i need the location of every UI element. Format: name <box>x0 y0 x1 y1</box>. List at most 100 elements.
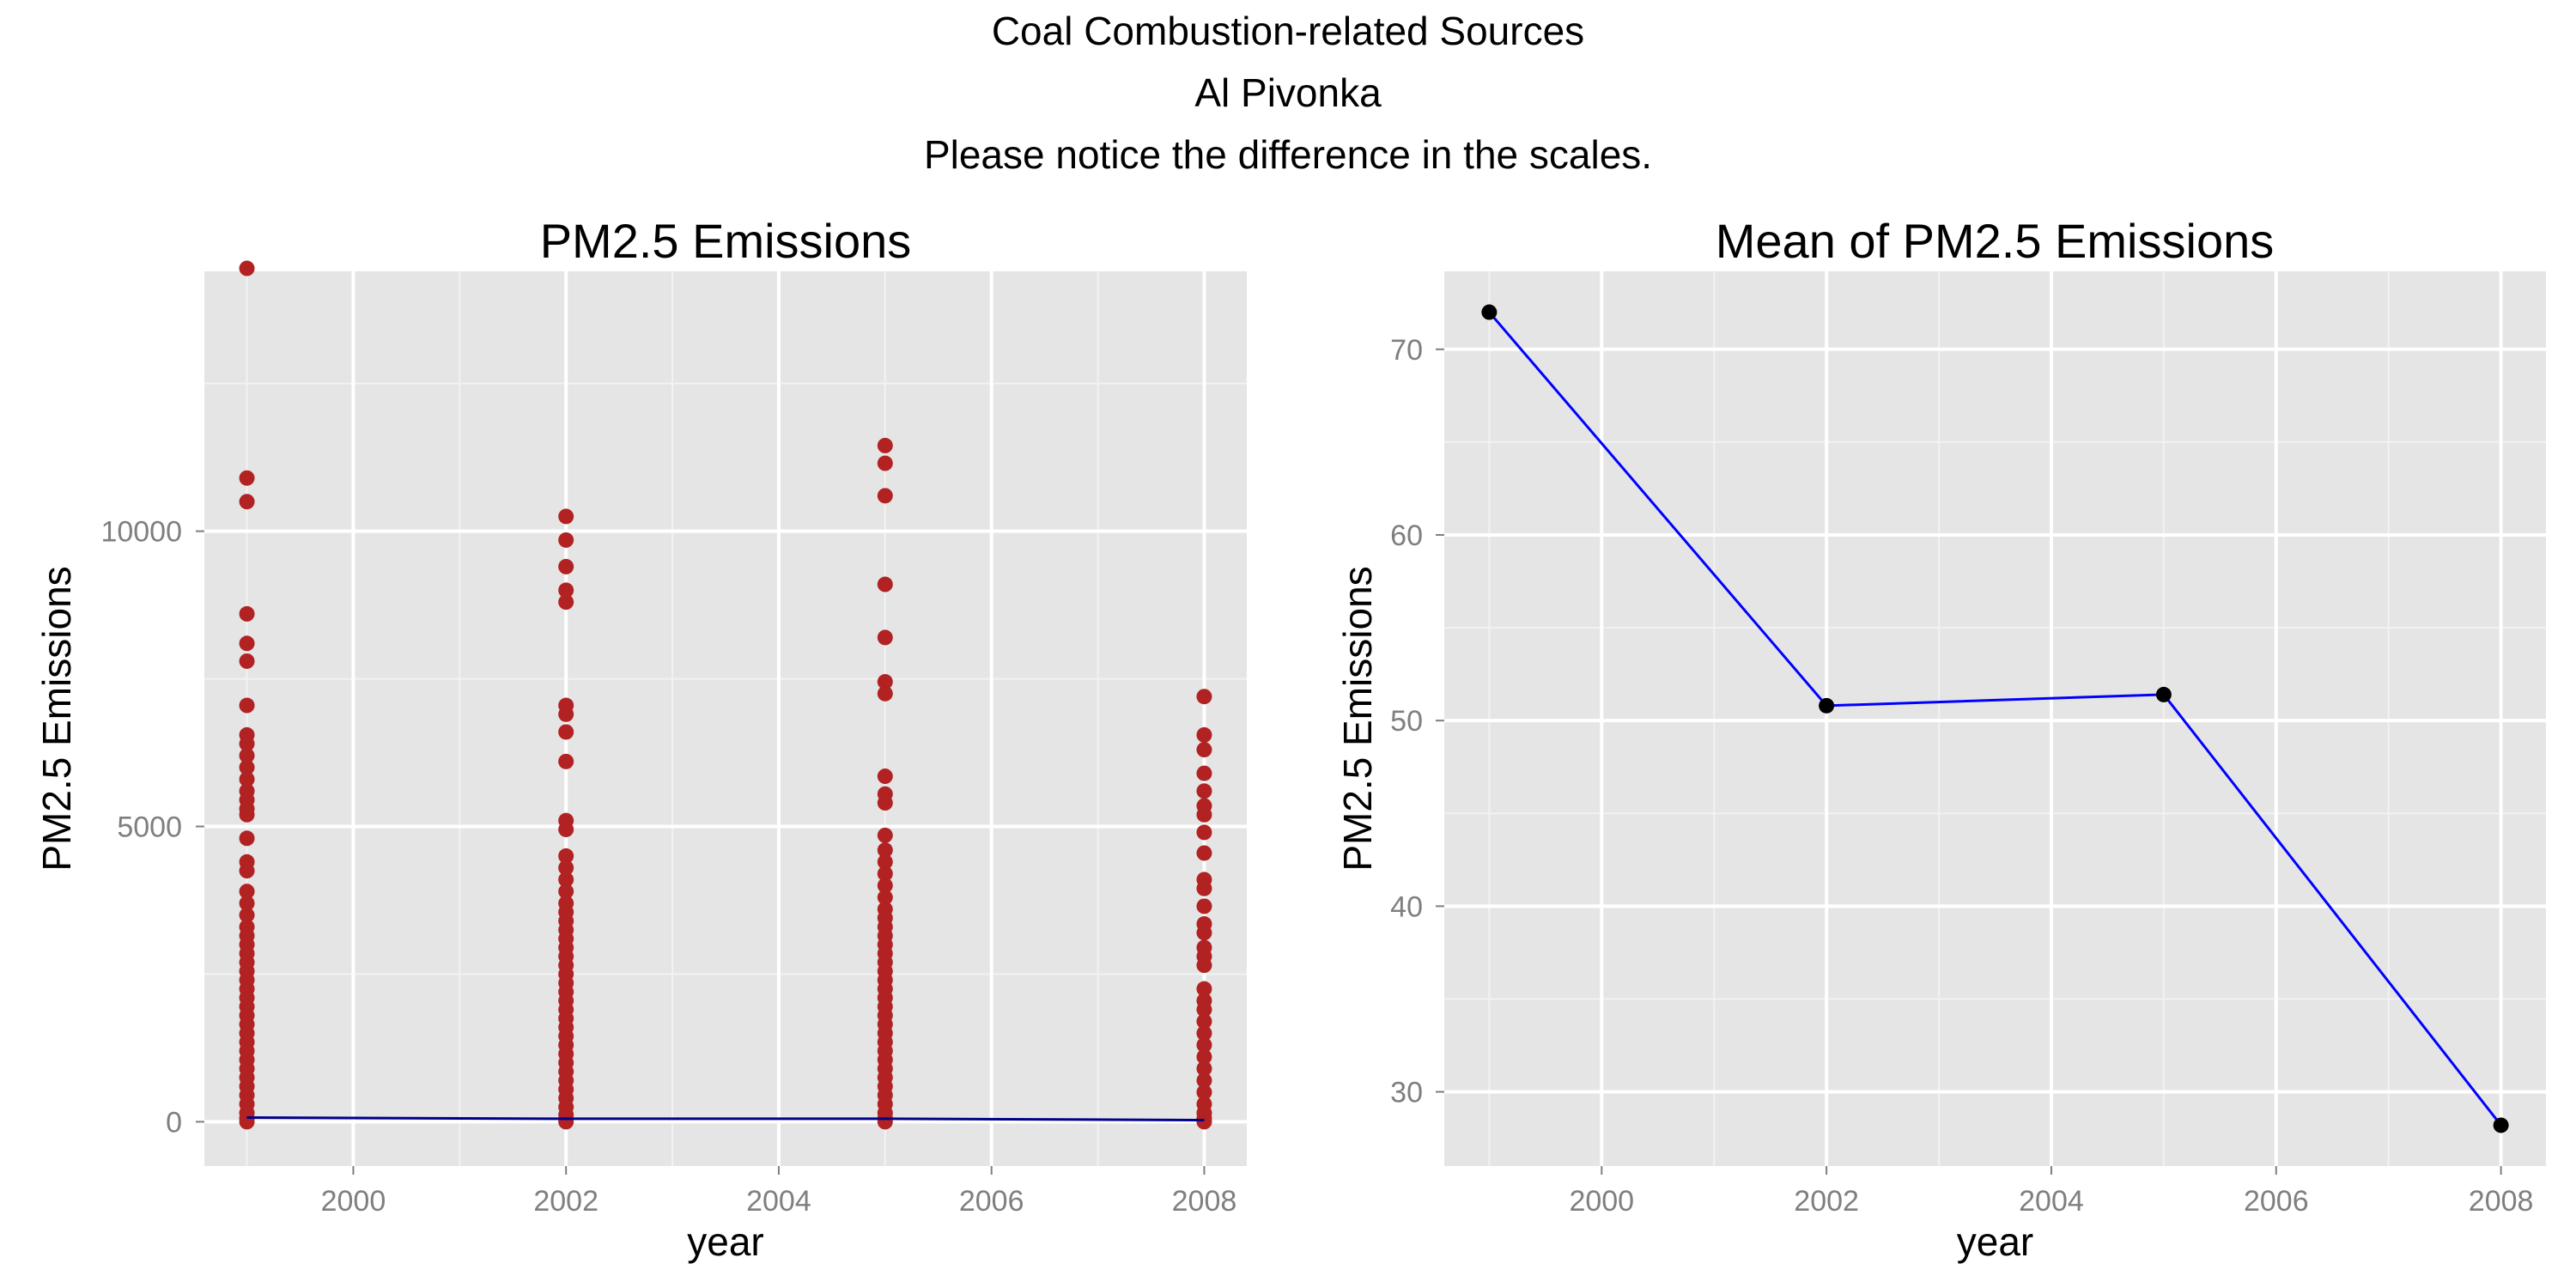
data-point <box>239 605 255 622</box>
chart-panel-2: 2000 2002 2004 2006 2008 30 40 50 60 70 Mean of PM… <box>1335 214 2546 1264</box>
data-point <box>1196 726 1212 743</box>
data-point <box>1196 925 1212 941</box>
data-point <box>239 653 255 669</box>
data-point <box>1196 824 1212 841</box>
data-point <box>1196 1048 1212 1065</box>
data-point <box>1196 1001 1212 1018</box>
x-tick-label: 2002 <box>533 1185 598 1218</box>
data-point <box>239 771 255 787</box>
figure-author: Al Pivonka <box>1194 70 1382 115</box>
chart-panel-1: 2000 2002 2004 2006 2008 0 5000 10000 PM2.5 Emis… <box>34 214 1247 1264</box>
data-point <box>1196 765 1212 781</box>
data-point <box>1196 1072 1212 1089</box>
data-point <box>877 795 893 811</box>
data-point <box>1196 845 1212 861</box>
data-point <box>558 724 574 740</box>
data-point <box>877 674 893 690</box>
series-line <box>1488 311 2502 1127</box>
data-point <box>239 260 255 276</box>
figure-title: Coal Combustion-related Sources <box>991 9 1585 53</box>
x-tick-label: 2006 <box>959 1185 1024 1218</box>
data-point <box>1196 880 1212 896</box>
x-tick-label: 2000 <box>321 1185 386 1218</box>
data-point <box>239 895 255 911</box>
data-point <box>1196 898 1212 914</box>
data-point <box>877 827 893 843</box>
data-point <box>558 532 574 548</box>
x-tick-label: 2008 <box>1172 1185 1237 1218</box>
x-tick-label: 2002 <box>1794 1185 1859 1218</box>
y-tick-label: 40 <box>1390 890 1423 923</box>
data-point <box>877 685 893 702</box>
data-point <box>558 821 574 837</box>
y-tick-label: 50 <box>1390 705 1423 738</box>
chart-title: PM2.5 Emissions <box>540 214 912 268</box>
data-point <box>2155 686 2172 702</box>
data-point <box>877 842 893 859</box>
data-point <box>1196 1084 1212 1101</box>
data-point <box>239 635 255 652</box>
x-tick-label: 2004 <box>746 1185 811 1218</box>
data-point <box>558 884 574 900</box>
data-point <box>1196 1060 1212 1077</box>
y-axis-label: PM2.5 Emissions <box>34 566 79 871</box>
y-tick-label: 30 <box>1390 1077 1423 1109</box>
y-axis-label: PM2.5 Emissions <box>1335 566 1380 871</box>
x-tick-label: 2006 <box>2244 1185 2309 1218</box>
data-point <box>877 890 893 906</box>
data-point <box>1196 806 1212 823</box>
x-tick-label: 2008 <box>2469 1185 2534 1218</box>
x-axis-label: year <box>1957 1219 2033 1264</box>
data-point <box>558 860 574 876</box>
data-point <box>1196 1114 1212 1130</box>
data-point <box>877 769 893 785</box>
data-point <box>1196 1013 1212 1030</box>
data-point <box>239 747 255 763</box>
data-point <box>1196 1025 1212 1042</box>
data-point <box>877 878 893 894</box>
x-tick-label: 2000 <box>1569 1185 1634 1218</box>
data-point <box>239 759 255 775</box>
data-point <box>877 854 893 870</box>
data-point <box>558 508 574 525</box>
plot-background <box>204 271 1247 1166</box>
data-point <box>877 488 893 504</box>
y-tick-label: 5000 <box>117 811 182 844</box>
data-point <box>239 863 255 879</box>
figure-header: Coal Combustion-related Sources Al Pivon… <box>0 0 2576 185</box>
data-point <box>558 872 574 888</box>
data-point <box>1196 981 1212 997</box>
y-tick-label: 60 <box>1390 519 1423 552</box>
data-point <box>2493 1117 2509 1133</box>
data-point <box>558 706 574 722</box>
figure-note: Please notice the difference in the scal… <box>923 132 1653 177</box>
data-point <box>239 494 255 510</box>
data-point <box>877 437 893 453</box>
data-point <box>877 455 893 471</box>
data-point <box>558 1114 574 1130</box>
y-tick-label: 70 <box>1390 334 1423 367</box>
data-point <box>877 629 893 646</box>
y-tick-label: 0 <box>166 1106 182 1139</box>
data-point <box>239 806 255 823</box>
data-point <box>558 753 574 769</box>
chart-title: Mean of PM2.5 Emissions <box>1716 214 2274 268</box>
data-point <box>239 907 255 923</box>
data-point <box>1196 783 1212 799</box>
data-point <box>558 848 574 864</box>
data-point <box>558 582 574 598</box>
plot-background <box>1444 271 2546 1166</box>
mean-line <box>246 1115 1205 1121</box>
data-point <box>1481 304 1498 320</box>
data-point <box>239 830 255 847</box>
data-point <box>877 576 893 592</box>
data-point <box>239 697 255 714</box>
x-axis-label: year <box>687 1219 763 1264</box>
data-point <box>877 866 893 882</box>
data-point <box>239 470 255 486</box>
x-tick-label: 2004 <box>2019 1185 2084 1218</box>
data-point <box>877 1114 893 1130</box>
y-tick-label: 10000 <box>100 516 182 549</box>
data-point <box>239 736 255 752</box>
